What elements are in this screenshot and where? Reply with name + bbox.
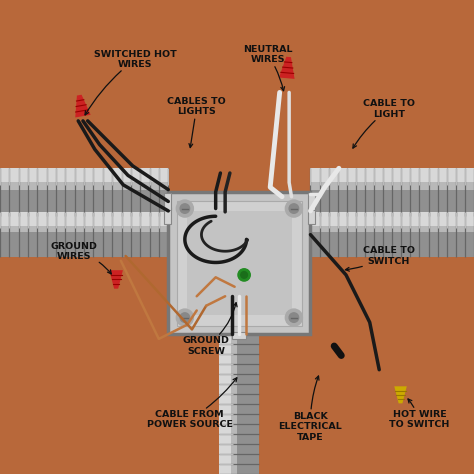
Bar — [232, 332, 246, 339]
Bar — [164, 193, 171, 210]
Bar — [164, 207, 171, 224]
Circle shape — [241, 272, 247, 278]
Text: CABLES TO
LIGHTS: CABLES TO LIGHTS — [167, 97, 226, 147]
Polygon shape — [0, 241, 168, 257]
Polygon shape — [310, 212, 474, 226]
Bar — [177, 201, 302, 326]
Polygon shape — [0, 168, 168, 182]
Text: CABLE FROM
POWER SOURCE: CABLE FROM POWER SOURCE — [146, 378, 237, 429]
Text: CABLE TO
SWITCH: CABLE TO SWITCH — [346, 246, 415, 271]
Text: NEUTRAL
WIRES: NEUTRAL WIRES — [243, 45, 292, 91]
Circle shape — [238, 269, 250, 281]
Polygon shape — [75, 95, 91, 118]
Polygon shape — [0, 226, 168, 232]
Polygon shape — [0, 182, 168, 190]
Polygon shape — [310, 199, 474, 216]
Circle shape — [285, 200, 302, 217]
Circle shape — [289, 204, 299, 213]
Text: GROUND
WIRES: GROUND WIRES — [50, 242, 111, 274]
Polygon shape — [219, 334, 231, 474]
Circle shape — [176, 309, 193, 326]
Polygon shape — [310, 212, 474, 257]
Polygon shape — [219, 334, 259, 474]
Bar — [187, 211, 292, 315]
Polygon shape — [231, 334, 237, 474]
Circle shape — [176, 200, 193, 217]
Circle shape — [285, 309, 302, 326]
Circle shape — [289, 313, 299, 322]
Bar — [168, 192, 310, 334]
Polygon shape — [310, 182, 474, 190]
Polygon shape — [0, 212, 168, 226]
Polygon shape — [310, 168, 474, 182]
Polygon shape — [0, 212, 168, 257]
Circle shape — [180, 204, 190, 213]
Text: GROUND
SCREW: GROUND SCREW — [183, 303, 237, 356]
Circle shape — [180, 313, 190, 322]
Polygon shape — [310, 168, 474, 216]
Polygon shape — [310, 226, 474, 232]
Polygon shape — [109, 270, 123, 289]
Polygon shape — [246, 334, 259, 474]
Bar — [308, 207, 315, 224]
Polygon shape — [394, 386, 407, 403]
Text: HOT WIRE
TO SWITCH: HOT WIRE TO SWITCH — [389, 399, 450, 429]
Polygon shape — [279, 57, 294, 79]
Polygon shape — [0, 168, 168, 216]
Text: SWITCHED HOT
WIRES: SWITCHED HOT WIRES — [85, 50, 176, 115]
Bar — [308, 193, 315, 210]
Polygon shape — [310, 241, 474, 257]
Polygon shape — [0, 199, 168, 216]
Text: CABLE TO
LIGHT: CABLE TO LIGHT — [353, 100, 415, 148]
Text: BLACK
ELECTRICAL
TAPE: BLACK ELECTRICAL TAPE — [279, 376, 342, 441]
